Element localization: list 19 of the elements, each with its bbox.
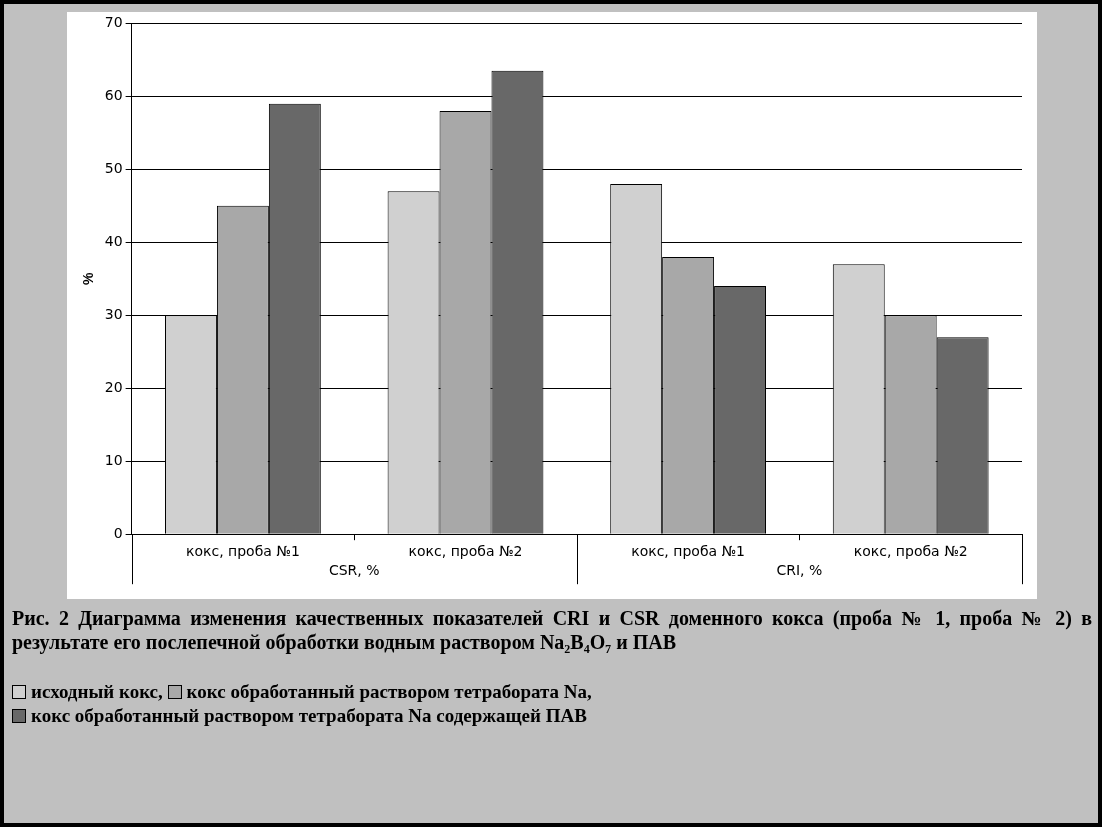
- y-tick-label: 40: [104, 232, 123, 249]
- y-tick-label: 20: [104, 378, 123, 395]
- legend-label: кокс обработанный раствором тетрабората Na,: [185, 681, 592, 702]
- x-tick-label: кокс, проба №1: [186, 543, 300, 560]
- y-tick-label: 30: [104, 305, 123, 322]
- text: Рис. 2 Диаграмма изменения качественных показателей CRI и CSR доменного кокса (проба № 1, проба № 2) в результате его послепечной обработки водным раствором Na₂B₄O₇ и ПАВ: [12, 606, 1092, 654]
- y-tick-label: 10: [104, 451, 123, 468]
- text: CRI, %: [776, 561, 823, 578]
- x-tick-label: кокс, проба №2: [853, 543, 968, 560]
- x-tick-label: кокс, проба №1: [631, 543, 746, 560]
- legend-label: кокс обработанный раствором тетрабората Na содержащей ПАВ: [30, 705, 587, 726]
- y-tick-label: 50: [104, 159, 123, 176]
- y-tick-label: 60: [104, 87, 123, 104]
- y-tick-label: 0: [113, 524, 123, 541]
- y-tick-label: 70: [104, 14, 123, 31]
- legend-label: исходный кокс,: [30, 681, 164, 702]
- x-tick-label: кокс, проба №2: [408, 543, 523, 560]
- y-axis-title: %: [80, 272, 97, 286]
- text: CSR, %: [328, 561, 380, 578]
